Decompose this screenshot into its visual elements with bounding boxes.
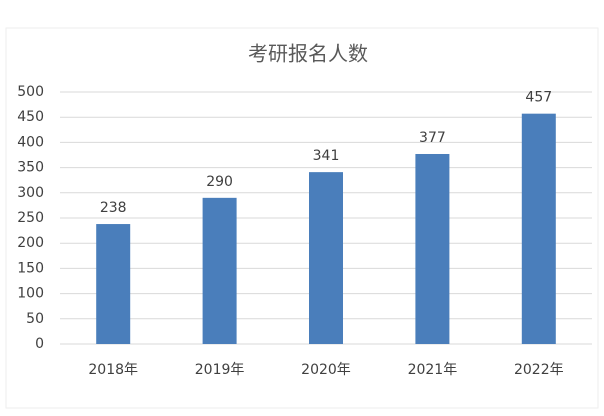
y-tick-label: 300 bbox=[17, 185, 44, 201]
y-tick-label: 150 bbox=[17, 260, 44, 276]
bar bbox=[202, 197, 237, 344]
x-tick-label: 2022年 bbox=[514, 362, 564, 378]
y-tick-label: 100 bbox=[17, 286, 44, 302]
y-tick-label: 0 bbox=[35, 336, 44, 352]
y-tick-label: 350 bbox=[17, 160, 44, 176]
data-label: 238 bbox=[100, 200, 127, 216]
x-tick-label: 2018年 bbox=[88, 362, 138, 378]
x-tick-label: 2020年 bbox=[301, 362, 351, 378]
bar bbox=[309, 172, 343, 344]
bar bbox=[415, 153, 450, 344]
data-label: 341 bbox=[313, 148, 340, 164]
x-tick-label: 2021年 bbox=[408, 362, 458, 378]
y-tick-label: 400 bbox=[17, 134, 44, 150]
y-tick-label: 200 bbox=[17, 235, 44, 251]
y-tick-label: 50 bbox=[26, 311, 44, 327]
y-tick-label: 450 bbox=[17, 109, 44, 125]
bar bbox=[521, 113, 556, 344]
data-label: 377 bbox=[419, 130, 446, 146]
chart-title: 考研报名人数 bbox=[248, 42, 368, 66]
data-label: 457 bbox=[525, 90, 552, 106]
data-label: 290 bbox=[206, 174, 233, 190]
x-tick-label: 2019年 bbox=[195, 362, 245, 378]
bar bbox=[96, 224, 131, 344]
y-tick-label: 500 bbox=[17, 84, 44, 100]
y-tick-label: 250 bbox=[17, 210, 44, 226]
